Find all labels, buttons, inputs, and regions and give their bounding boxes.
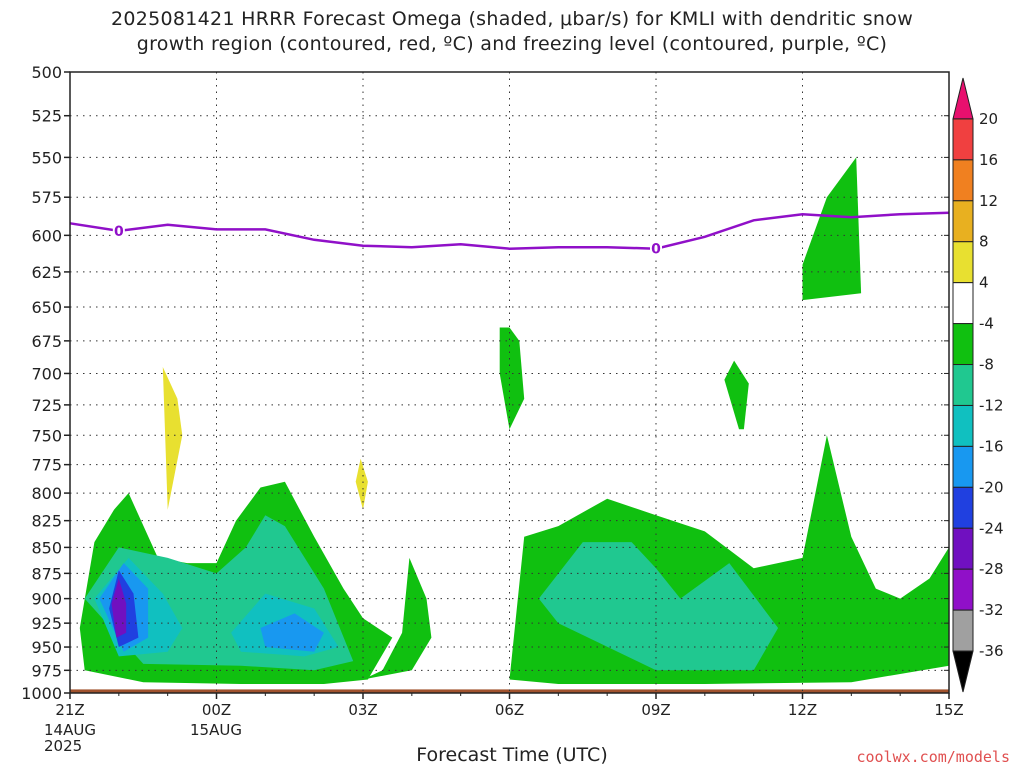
omega-region-7 — [538, 542, 779, 671]
freezing-label-bg-0 — [112, 222, 125, 239]
colorbar-segment-9 — [952, 445, 974, 488]
y-tick-label-950: 950 — [31, 638, 62, 657]
omega-region-1 — [363, 557, 432, 680]
colorbar-segment-8 — [952, 404, 974, 447]
colorbar-label-2: 12 — [979, 192, 998, 210]
x-axis-label: Forecast Time (UTC) — [416, 744, 608, 766]
y-tick-label-575: 575 — [31, 188, 62, 207]
colorbar-label-6: -8 — [979, 356, 994, 374]
colorbar-arrow-bottom — [952, 650, 974, 693]
colorbar-segment-3 — [952, 200, 974, 243]
y-tick-label-800: 800 — [31, 484, 62, 503]
omega-region-14 — [162, 367, 183, 510]
y-tick-label-675: 675 — [31, 332, 62, 351]
freezing-level-line — [69, 211, 950, 250]
omega-region-11 — [260, 613, 324, 652]
colorbar-label-12: -32 — [979, 601, 1004, 619]
y-tick-label-550: 550 — [31, 148, 62, 167]
colorbar-label-5: -4 — [979, 315, 994, 333]
colorbar-label-10: -24 — [979, 519, 1004, 537]
x-tick-label-0: 21Z — [55, 701, 84, 719]
y-tick-label-975: 975 — [31, 661, 62, 680]
date-label-15aug: 15AUG — [190, 721, 242, 739]
x-tick-label-2: 03Z — [348, 701, 377, 719]
colorbar-segment-10 — [952, 486, 974, 529]
omega-region-5 — [802, 157, 862, 301]
freezing-label-1: 0 — [651, 242, 661, 258]
y-tick-label-850: 850 — [31, 538, 62, 557]
y-tick-label-500: 500 — [31, 63, 62, 82]
y-tick-label-825: 825 — [31, 512, 62, 531]
colorbar-segment-12 — [952, 568, 974, 611]
colorbar-segment-2 — [952, 159, 974, 202]
colorbar-segment-6 — [952, 323, 974, 366]
colorbar-label-3: 8 — [979, 233, 989, 251]
omega-region-15 — [355, 458, 368, 510]
colorbar-label-13: -36 — [979, 642, 1004, 660]
colorbar-segment-11 — [952, 527, 974, 570]
credit-link[interactable]: coolwx.com/models — [856, 748, 1010, 766]
omega-region-4 — [724, 360, 749, 430]
x-tick-label-4: 09Z — [641, 701, 670, 719]
y-tick-label-925: 925 — [31, 614, 62, 633]
colorbar-label-11: -28 — [979, 560, 1004, 578]
y-tick-label-875: 875 — [31, 564, 62, 583]
y-tick-label-650: 650 — [31, 298, 62, 317]
colorbar-segment-13 — [952, 609, 974, 652]
colorbar-label-4: 4 — [979, 274, 989, 292]
chart-title-line1: 2025081421 HRRR Forecast Omega (shaded, … — [110, 8, 914, 30]
y-tick-label-700: 700 — [31, 364, 62, 383]
surface-band — [70, 689, 949, 693]
omega-region-3 — [499, 327, 525, 430]
colorbar-label-9: -20 — [979, 478, 1004, 496]
colorbar-segment-4 — [952, 241, 974, 284]
y-tick-label-775: 775 — [31, 456, 62, 475]
colorbar-label-0: 20 — [979, 110, 998, 128]
x-tick-label-1: 00Z — [202, 701, 231, 719]
colorbar-label-1: 16 — [979, 151, 998, 169]
y-tick-label-1000: 1000 — [21, 684, 62, 703]
colorbar-segment-1 — [952, 118, 974, 161]
y-tick-label-900: 900 — [31, 590, 62, 609]
chart-title-line2: growth region (contoured, red, ºC) and f… — [136, 33, 888, 55]
colorbar-segment-7 — [952, 364, 974, 406]
x-tick-label-5: 12Z — [788, 701, 817, 719]
colorbar-arrow-top — [952, 77, 974, 120]
date-label-14aug: 14AUG 2025 — [44, 721, 96, 755]
y-tick-label-600: 600 — [31, 226, 62, 245]
x-tick-label-6: 15Z — [934, 701, 963, 719]
colorbar-label-7: -12 — [979, 396, 1004, 414]
colorbar-label-8: -16 — [979, 437, 1004, 455]
x-tick-label-3: 06Z — [495, 701, 524, 719]
y-tick-label-725: 725 — [31, 396, 62, 415]
freezing-label-0: 0 — [114, 224, 124, 240]
y-tick-label-625: 625 — [31, 263, 62, 282]
freezing-label-bg-1 — [650, 240, 662, 257]
y-tick-label-750: 750 — [31, 426, 62, 445]
colorbar-segment-5 — [952, 282, 974, 325]
y-tick-label-525: 525 — [31, 107, 62, 126]
